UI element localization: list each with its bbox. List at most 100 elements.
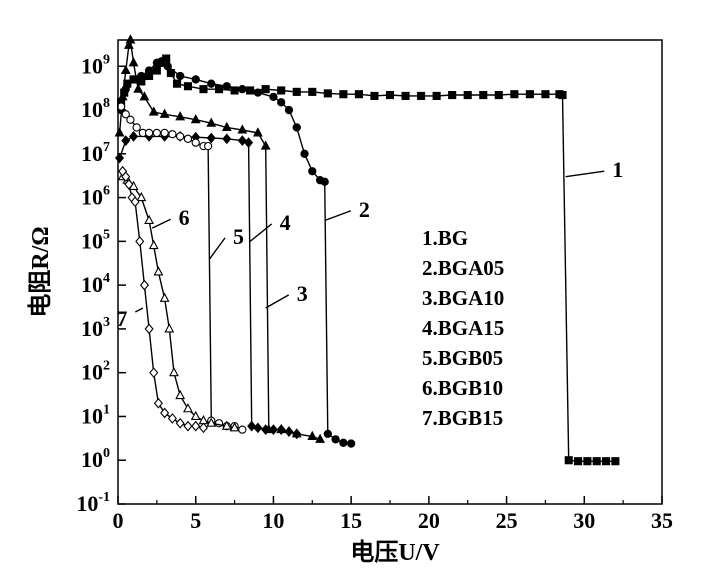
data-point [144, 66, 154, 75]
data-point [292, 87, 301, 96]
data-point [583, 457, 592, 466]
x-tick-label: 35 [651, 508, 673, 533]
plot-frame [117, 39, 663, 505]
callout-leader-line [324, 210, 352, 222]
series-7 [118, 165, 209, 434]
data-point [169, 367, 179, 377]
data-point [206, 417, 217, 427]
data-point [253, 88, 263, 97]
y-tick-label: 107 [81, 140, 110, 166]
series-6 [117, 171, 240, 432]
data-point [292, 123, 301, 132]
y-tick-label: 108 [81, 96, 110, 122]
callout-leader-line [565, 170, 605, 178]
x-tick-label: 30 [573, 508, 595, 533]
data-point [148, 239, 159, 250]
callout-label: 3 [297, 281, 308, 306]
data-point [260, 140, 271, 150]
data-point [164, 323, 175, 333]
data-point [175, 111, 186, 121]
data-point [120, 64, 131, 75]
data-point [152, 128, 162, 138]
data-point [139, 279, 149, 291]
data-point [541, 90, 550, 99]
legend-entry: 4.BGA15 [422, 316, 504, 340]
callout-label: 5 [233, 224, 244, 249]
data-point [132, 123, 141, 132]
callout-leader-line [151, 218, 171, 229]
data-point [176, 132, 185, 141]
data-point [238, 425, 247, 434]
data-point [277, 86, 286, 95]
data-point [148, 106, 159, 116]
data-point [136, 191, 147, 202]
data-point [510, 90, 519, 99]
data-point [153, 397, 163, 409]
data-point [525, 90, 534, 99]
data-point [167, 413, 177, 424]
data-point [144, 128, 154, 138]
data-point [564, 456, 573, 465]
callout-label: 7 [116, 306, 127, 331]
series-line [118, 39, 321, 440]
data-point [206, 117, 217, 127]
series-5 [116, 102, 247, 434]
series-2 [116, 57, 356, 448]
data-point [276, 424, 286, 435]
x-tick-label: 25 [496, 508, 518, 533]
x-tick-label: 0 [113, 508, 124, 533]
series-1 [117, 54, 620, 466]
data-point [191, 138, 200, 147]
data-point [191, 75, 200, 84]
data-point [354, 90, 363, 99]
legend-entry: 7.BGB15 [422, 406, 503, 430]
data-point [149, 367, 159, 379]
y-axis-ticks: 10-1 100 101 102 103 104 105 106 107 108 109 [76, 52, 126, 516]
callout-label: 1 [612, 157, 623, 182]
callout-label: 6 [179, 205, 190, 230]
data-point [190, 410, 201, 421]
data-point [183, 403, 193, 413]
callout-leader-line [265, 294, 290, 309]
legend-entry: 3.BGA10 [422, 286, 504, 310]
data-point [237, 135, 247, 146]
data-point [331, 435, 340, 444]
data-point [191, 420, 201, 432]
y-tick-label: 100 [81, 446, 110, 472]
data-point [163, 62, 172, 71]
data-point [320, 177, 329, 186]
data-point [244, 137, 254, 148]
callout-label: 2 [359, 197, 370, 222]
callout-leader-line [135, 307, 144, 313]
series-3 [114, 34, 325, 443]
data-point [261, 85, 270, 94]
data-point [611, 457, 620, 466]
data-point [558, 90, 567, 100]
y-tick-label: 101 [81, 402, 110, 428]
data-point [126, 115, 135, 124]
data-point [601, 457, 611, 466]
data-point [183, 134, 193, 143]
data-point [221, 420, 232, 430]
data-point [190, 114, 201, 124]
data-point [238, 85, 247, 94]
data-point [160, 407, 170, 419]
data-point [128, 57, 139, 67]
y-tick-label: 104 [81, 271, 110, 297]
data-point [463, 90, 472, 100]
data-point [385, 90, 395, 100]
series-layer [114, 34, 620, 466]
data-point [144, 214, 155, 225]
data-point [175, 389, 186, 400]
data-point [114, 127, 125, 137]
callout-leader-line [249, 223, 273, 242]
data-point [346, 439, 356, 448]
data-point [308, 87, 317, 96]
data-point [159, 108, 170, 118]
data-point [207, 79, 216, 88]
y-tick-label: 102 [81, 359, 110, 385]
data-point [159, 292, 170, 302]
data-point [307, 430, 318, 440]
data-point [252, 127, 263, 137]
